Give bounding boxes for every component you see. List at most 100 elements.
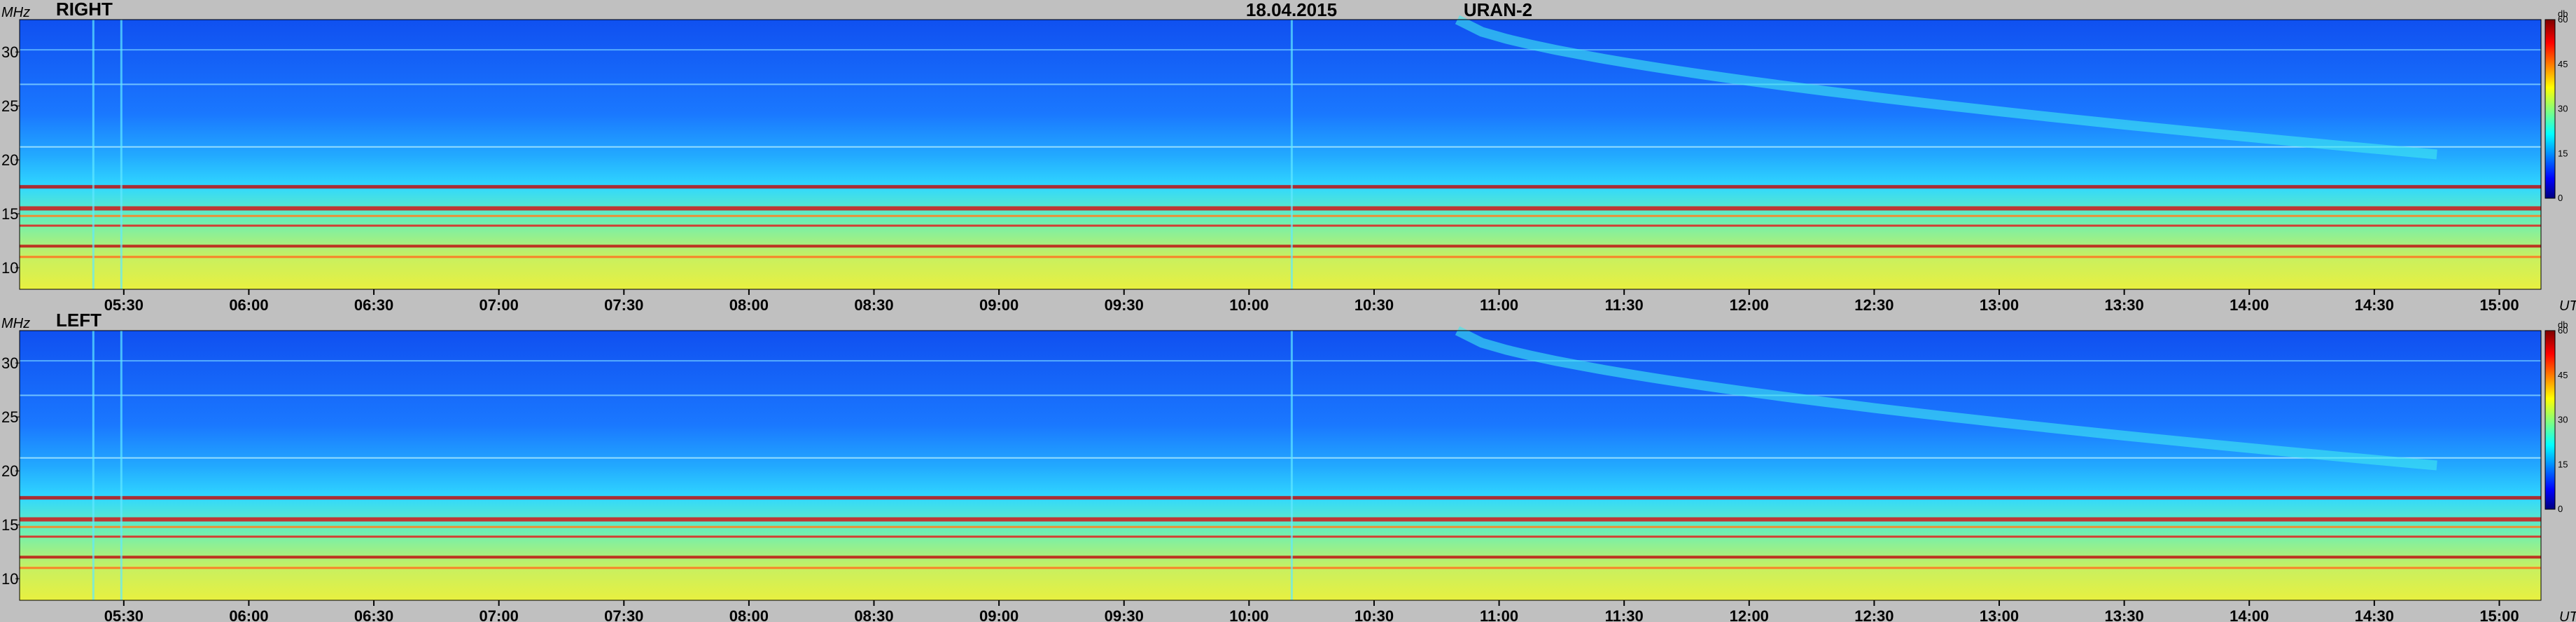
vertical-interference xyxy=(92,20,94,289)
y-tick-label: 20 xyxy=(1,462,18,480)
colorbar-unit: db xyxy=(2558,8,2568,19)
colorbar-tick-label: 30 xyxy=(2558,104,2568,114)
x-tick-label: 09:00 xyxy=(979,607,1018,622)
colorbar-tick-label: 45 xyxy=(2558,370,2568,380)
interference-band xyxy=(20,525,2541,528)
x-tick-label: 07:30 xyxy=(604,607,643,622)
x-tick-label: 10:00 xyxy=(1229,607,1268,622)
instrument-name: URAN-2 xyxy=(1464,0,1532,20)
x-tick-label: 12:30 xyxy=(1854,296,1893,314)
plot-border xyxy=(19,330,2542,601)
x-tick-label: 11:00 xyxy=(1480,607,1518,622)
x-tick-label: 14:30 xyxy=(2355,607,2394,622)
panel-left: LEFT MHz 10 15 20 25 30 05:30 06:00 06:30 07:00 07:… xyxy=(1,310,2576,622)
colorbar-tick-label: 15 xyxy=(2558,459,2568,469)
y-axis-label: MHz xyxy=(1,5,30,20)
y-tick-label: 25 xyxy=(1,97,18,115)
interference-band xyxy=(20,214,2541,217)
x-tick-label: 15:00 xyxy=(2479,296,2519,314)
y-tick-label: 30 xyxy=(1,43,18,61)
x-tick-label: 06:00 xyxy=(229,607,268,622)
colorbar-tick-label: 0 xyxy=(2558,193,2563,203)
interference-band xyxy=(20,555,2541,559)
interference-band xyxy=(20,535,2541,538)
x-tick-label: 09:30 xyxy=(1105,607,1144,622)
spectrogram-area xyxy=(20,20,2541,289)
drift-burst xyxy=(1455,15,2437,160)
colorbar-tick-label: 15 xyxy=(2558,148,2568,158)
interference-band xyxy=(20,224,2541,227)
y-tick-label: 25 xyxy=(1,408,18,426)
colorbar-tick-label: 0 xyxy=(2558,504,2563,514)
interference-band xyxy=(20,360,2541,362)
y-tick-label: 15 xyxy=(1,516,18,534)
vertical-interference xyxy=(120,20,122,289)
colorbar-unit: db xyxy=(2558,319,2568,330)
x-axis-label: UT xyxy=(2559,609,2576,622)
interference-band xyxy=(20,244,2541,248)
x-tick-label: 09:00 xyxy=(979,296,1018,314)
observation-date: 18.04.2015 xyxy=(1246,0,1337,20)
y-tick-label: 10 xyxy=(1,259,18,277)
x-tick-label: 11:00 xyxy=(1480,296,1518,314)
x-axis-label: UT xyxy=(2559,298,2576,314)
interference-band xyxy=(20,256,2541,258)
x-tick-label: 13:30 xyxy=(2104,607,2143,622)
x-tick-label: 07:00 xyxy=(479,607,519,622)
x-tick-label: 08:30 xyxy=(854,296,893,314)
x-tick-label: 14:00 xyxy=(2230,607,2269,622)
x-tick-label: 05:30 xyxy=(104,607,144,622)
interference-band xyxy=(20,146,2541,148)
x-tick-label: 10:00 xyxy=(1229,296,1268,314)
panel-title: LEFT xyxy=(56,310,102,331)
x-tick-label: 10:30 xyxy=(1354,296,1394,314)
interference-band xyxy=(20,83,2541,85)
vertical-interference xyxy=(1290,331,1293,600)
x-tick-label: 13:00 xyxy=(1980,296,2019,314)
x-tick-label: 08:30 xyxy=(854,607,893,622)
interference-band xyxy=(20,206,2541,211)
y-tick-label: 20 xyxy=(1,151,18,169)
x-tick-label: 11:30 xyxy=(1605,607,1644,622)
x-tick-label: 15:00 xyxy=(2479,607,2519,622)
x-tick-label: 12:30 xyxy=(1854,607,1893,622)
x-tick-label: 06:00 xyxy=(229,296,268,314)
x-tick-label: 13:00 xyxy=(1980,607,2019,622)
colorbar-tick-label: 60 xyxy=(2558,14,2568,25)
x-tick-label: 11:30 xyxy=(1605,296,1644,314)
vertical-interference xyxy=(120,331,122,600)
vertical-interference xyxy=(92,331,94,600)
interference-band xyxy=(20,394,2541,396)
x-tick-label: 10:30 xyxy=(1354,607,1394,622)
x-tick-label: 07:00 xyxy=(479,296,519,314)
plot-border xyxy=(19,19,2542,290)
x-tick-label: 09:30 xyxy=(1105,296,1144,314)
spectrogram-area xyxy=(20,331,2541,600)
interference-band xyxy=(20,457,2541,459)
x-tick-label: 08:00 xyxy=(729,296,769,314)
interference-band xyxy=(20,517,2541,522)
colorbar-tick-label: 60 xyxy=(2558,325,2568,336)
panel-right: RIGHT MHz 10 15 20 25 30 05:30 06:00 06:30 07:00 07… xyxy=(1,0,2576,314)
x-tick-label: 06:30 xyxy=(354,607,393,622)
x-tick-label: 07:30 xyxy=(604,296,643,314)
x-tick-label: 14:30 xyxy=(2355,296,2394,314)
x-tick-label: 13:30 xyxy=(2104,296,2143,314)
y-tick-label: 15 xyxy=(1,205,18,223)
x-tick-label: 12:00 xyxy=(1730,296,1769,314)
x-tick-label: 06:30 xyxy=(354,296,393,314)
y-tick-label: 10 xyxy=(1,570,18,588)
x-tick-label: 14:00 xyxy=(2230,296,2269,314)
x-tick-label: 08:00 xyxy=(729,607,769,622)
y-tick-label: 30 xyxy=(1,354,18,372)
interference-band xyxy=(20,185,2541,189)
colorbar-tick-label: 30 xyxy=(2558,415,2568,425)
x-tick-label: 12:00 xyxy=(1730,607,1769,622)
colorbar xyxy=(2544,19,2556,199)
panel-title: RIGHT xyxy=(56,0,113,20)
interference-band xyxy=(20,49,2541,51)
vertical-interference xyxy=(1290,20,1293,289)
interference-band xyxy=(20,567,2541,569)
y-axis-label: MHz xyxy=(1,316,30,331)
